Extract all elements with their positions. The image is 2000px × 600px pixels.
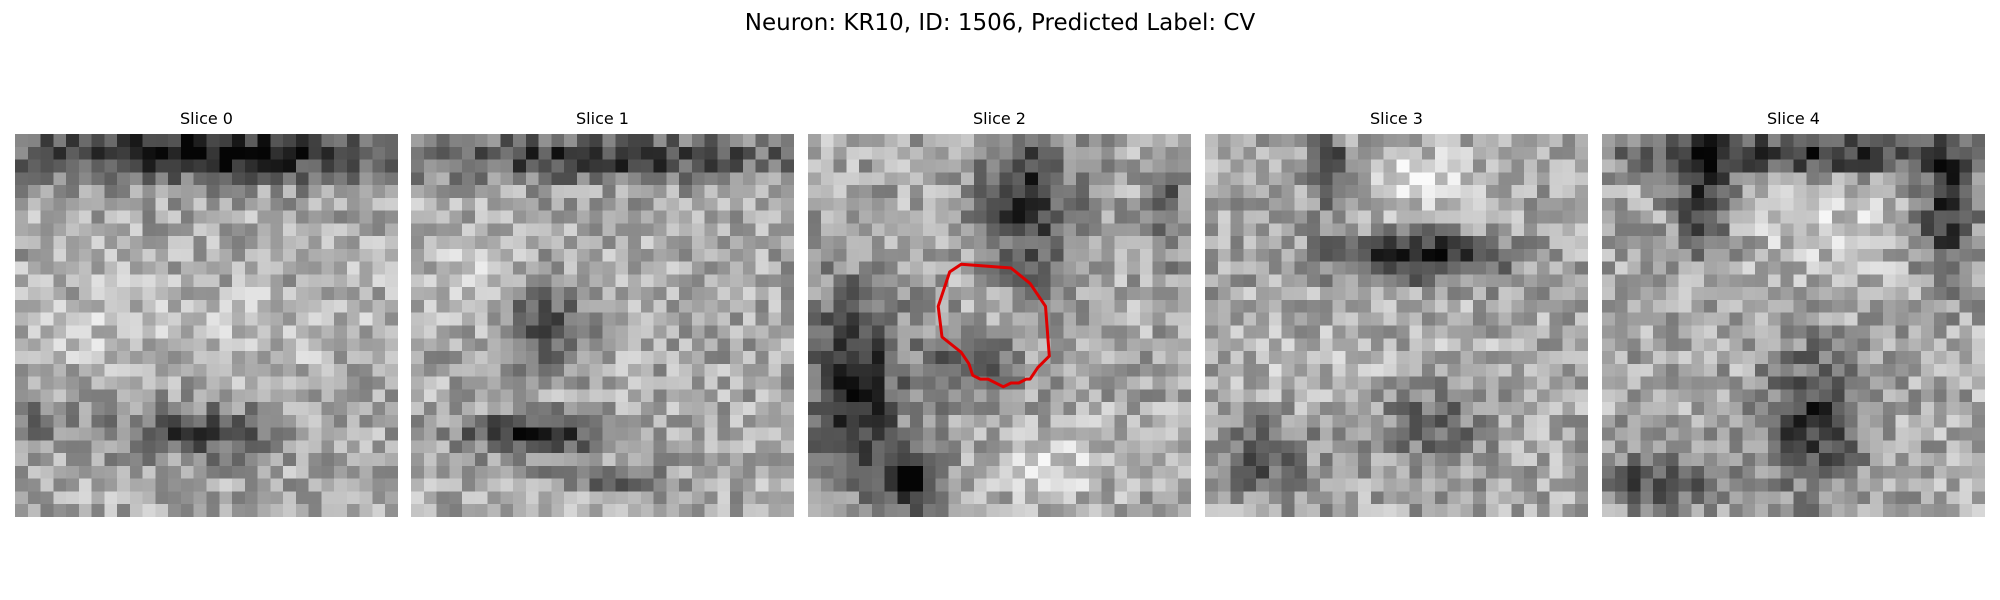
slice-title: Slice 0	[180, 109, 233, 128]
slice-title: Slice 1	[576, 109, 629, 128]
figure-title: Neuron: KR10, ID: 1506, Predicted Label:…	[744, 10, 1256, 36]
slice-panel-3: Slice 3	[1205, 108, 1588, 517]
slice-image	[808, 134, 1191, 517]
slice-panel-1: Slice 1	[411, 108, 794, 517]
slice-image	[411, 134, 794, 517]
slice-panel-2: Slice 2	[808, 108, 1191, 517]
slice-panel-4: Slice 4	[1602, 108, 1985, 517]
slice-image	[1602, 134, 1985, 517]
slice-title: Slice 2	[973, 109, 1026, 128]
segmentation-contour	[936, 262, 1051, 389]
slice-title: Slice 4	[1767, 109, 1820, 128]
slice-title: Slice 3	[1370, 109, 1423, 128]
slice-panel-0: Slice 0	[15, 108, 398, 517]
slice-image	[15, 134, 398, 517]
slice-image	[1205, 134, 1588, 517]
